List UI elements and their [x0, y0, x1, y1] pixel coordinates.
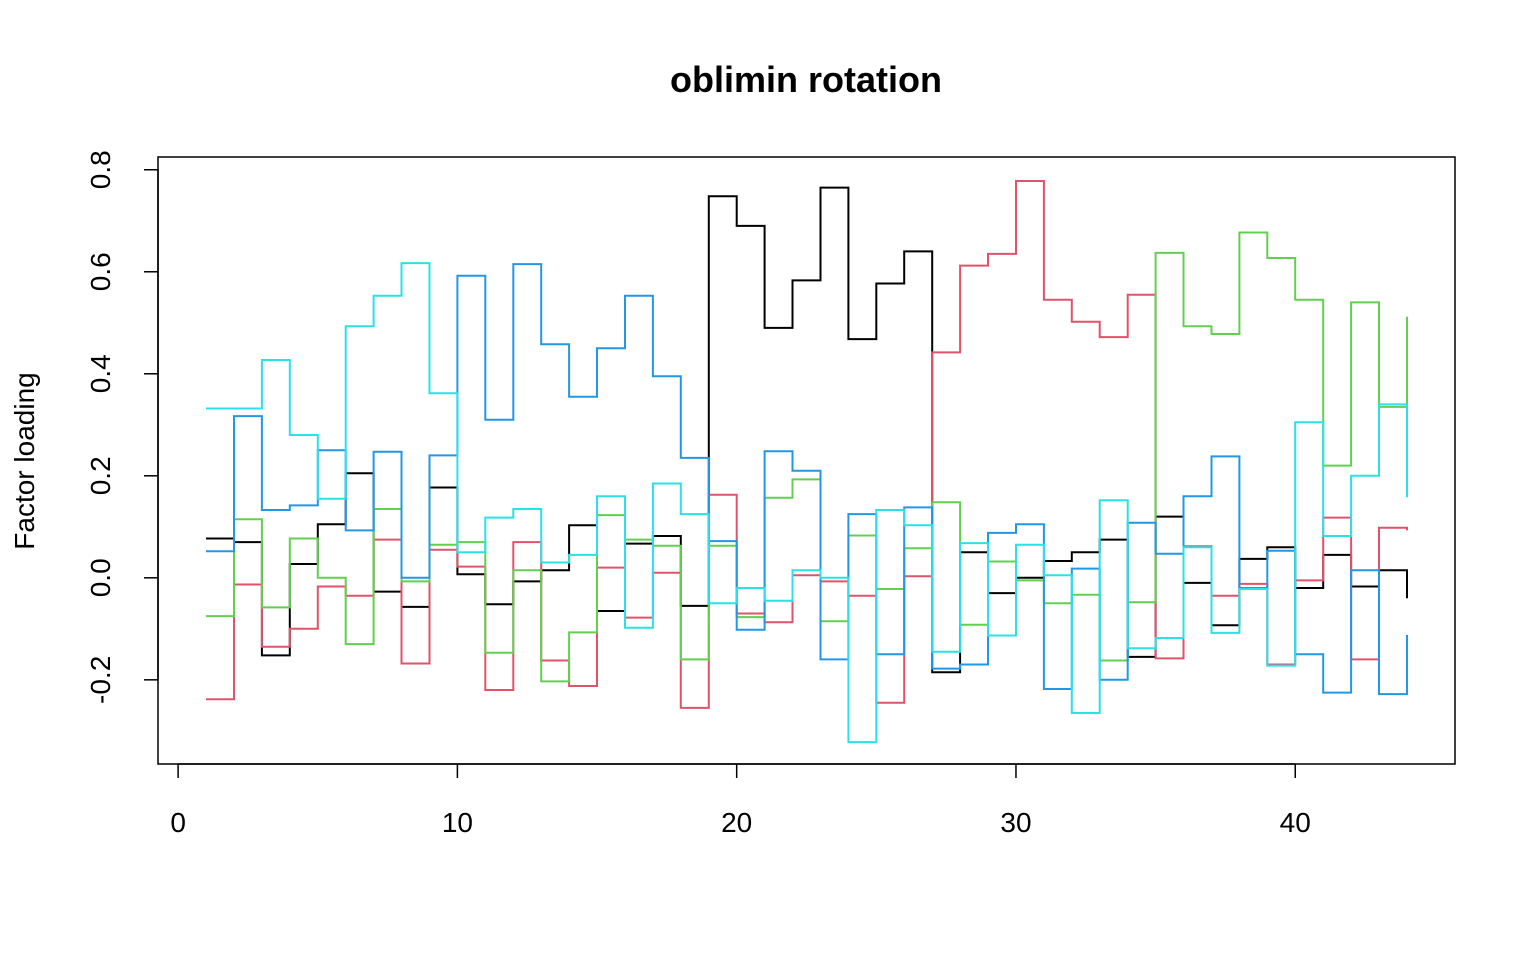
- x-tick-label: 10: [442, 807, 473, 838]
- plot-frame: [157, 156, 1456, 765]
- x-tick-label: 40: [1280, 807, 1311, 838]
- series-line-5: [206, 262, 1408, 744]
- y-tick-label: -0.2: [85, 656, 116, 704]
- y-axis: -0.2 0.0 0.2 0.4 0.6 0.8: [85, 150, 159, 704]
- y-axis-label: Factor loading: [9, 372, 40, 549]
- y-tick-label: 0.4: [85, 354, 116, 393]
- series-line-1: [206, 186, 1408, 674]
- series-line-4: [206, 263, 1408, 696]
- y-tick-label: 0.6: [85, 252, 116, 291]
- x-tick-label: 20: [721, 807, 752, 838]
- y-tick-label: 0.8: [85, 150, 116, 189]
- x-axis: 0 10 20 30 40: [170, 763, 1311, 838]
- series-line-2: [206, 180, 1408, 709]
- y-tick-label: 0.0: [85, 558, 116, 597]
- x-tick-label: 0: [170, 807, 186, 838]
- x-tick-label: 30: [1000, 807, 1031, 838]
- plot-area: [206, 180, 1408, 744]
- chart-title: oblimin rotation: [670, 59, 942, 100]
- y-tick-label: 0.2: [85, 456, 116, 495]
